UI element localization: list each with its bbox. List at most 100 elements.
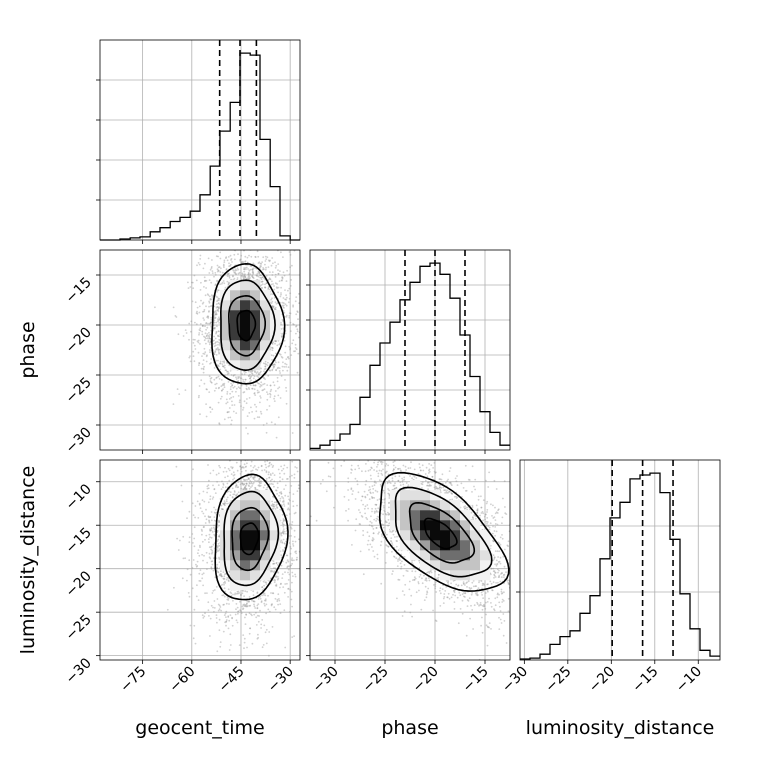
scatter-point: [258, 621, 260, 623]
scatter-point: [227, 273, 229, 275]
scatter-point: [269, 405, 271, 407]
scatter-point: [223, 584, 225, 586]
scatter-point: [274, 474, 276, 476]
scatter-point: [290, 354, 292, 356]
scatter-point: [190, 321, 192, 323]
scatter-point: [259, 386, 261, 388]
scatter-point: [248, 371, 250, 373]
scatter-point: [296, 328, 298, 330]
scatter-point: [229, 398, 231, 400]
scatter-point: [221, 396, 223, 398]
scatter-point: [179, 540, 181, 542]
scatter-point: [241, 261, 243, 263]
scatter-point: [278, 600, 280, 602]
scatter-point: [248, 601, 250, 603]
scatter-point: [199, 264, 201, 266]
scatter-point: [198, 332, 200, 334]
scatter-point: [205, 305, 207, 307]
scatter-point: [260, 480, 262, 482]
scatter-point: [234, 386, 236, 388]
scatter-point: [292, 306, 294, 308]
scatter-point: [290, 565, 292, 567]
scatter-point: [237, 253, 239, 255]
scatter-point: [206, 592, 208, 594]
scatter-point: [283, 533, 285, 535]
scatter-point: [255, 410, 257, 412]
scatter-point: [275, 369, 277, 371]
scatter-point: [286, 270, 288, 272]
scatter-point: [232, 494, 234, 496]
scatter-point: [217, 344, 219, 346]
scatter-point: [206, 327, 208, 329]
scatter-point: [206, 335, 208, 337]
scatter-point: [272, 271, 274, 273]
scatter-point: [207, 293, 209, 295]
scatter-point: [271, 257, 273, 259]
scatter-point: [214, 272, 216, 274]
scatter-point: [254, 480, 256, 482]
scatter-point: [210, 322, 212, 324]
scatter-point: [209, 338, 211, 340]
scatter-point: [201, 334, 203, 336]
scatter-point: [219, 271, 221, 273]
scatter-point: [277, 377, 279, 379]
scatter-point: [232, 594, 234, 596]
scatter-point: [205, 329, 207, 331]
scatter-point: [217, 539, 219, 541]
scatter-point: [239, 644, 241, 646]
scatter-point: [228, 628, 230, 630]
scatter-point: [237, 277, 239, 279]
scatter-point: [270, 480, 272, 482]
scatter-point: [261, 600, 263, 602]
scatter-point: [265, 464, 267, 466]
scatter-point: [292, 501, 294, 503]
scatter-point: [295, 344, 297, 346]
scatter-point: [204, 539, 206, 541]
scatter-point: [196, 311, 198, 313]
scatter-point: [253, 277, 255, 279]
scatter-point: [277, 576, 279, 578]
scatter-point: [233, 374, 235, 376]
scatter-point: [287, 496, 289, 498]
scatter-point: [280, 324, 282, 326]
scatter-point: [245, 623, 247, 625]
scatter-point: [189, 596, 191, 598]
scatter-point: [274, 581, 276, 583]
scatter-point: [241, 385, 243, 387]
scatter-point: [259, 596, 261, 598]
scatter-point: [214, 284, 216, 286]
scatter-point: [249, 273, 251, 275]
scatter-point: [272, 592, 274, 594]
scatter-point: [284, 340, 286, 342]
scatter-point: [289, 513, 291, 515]
scatter-point: [249, 278, 251, 280]
scatter-point: [281, 356, 283, 358]
scatter-point: [211, 561, 213, 563]
scatter-point: [214, 350, 216, 352]
scatter-point: [244, 638, 246, 640]
scatter-point: [249, 488, 251, 490]
scatter-point: [219, 646, 221, 648]
scatter-point: [285, 294, 287, 296]
scatter-point: [265, 260, 267, 262]
scatter-point: [289, 574, 291, 576]
scatter-point: [233, 477, 235, 479]
scatter-point: [284, 592, 286, 594]
scatter-point: [218, 266, 220, 268]
scatter-point: [236, 603, 238, 605]
scatter-point: [287, 502, 289, 504]
scatter-point: [217, 309, 219, 311]
scatter-point: [218, 351, 220, 353]
scatter-point: [254, 418, 256, 420]
scatter-point: [206, 492, 208, 494]
scatter-point: [285, 387, 287, 389]
scatter-point: [212, 592, 214, 594]
scatter-point: [226, 499, 228, 501]
scatter-point: [276, 493, 278, 495]
scatter-point: [289, 566, 291, 568]
scatter-point: [297, 372, 299, 374]
scatter-point: [224, 418, 226, 420]
scatter-point: [200, 580, 202, 582]
scatter-point: [209, 407, 211, 409]
scatter-point: [217, 296, 219, 298]
